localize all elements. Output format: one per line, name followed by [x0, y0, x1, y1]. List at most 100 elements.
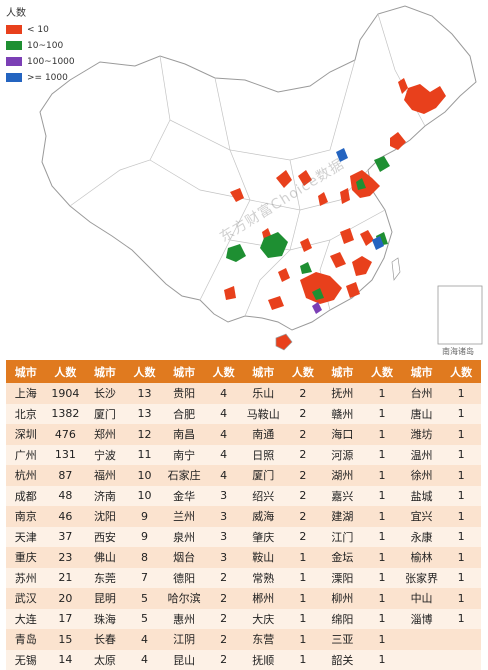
- count-cell: 1: [441, 527, 481, 548]
- city-cell: 宜兴: [402, 506, 442, 527]
- city-cell: 惠州: [164, 609, 204, 630]
- column-header: 人数: [283, 360, 323, 383]
- column-header: 城市: [164, 360, 204, 383]
- count-cell: 2: [204, 588, 244, 609]
- city-cell: 鞍山: [243, 547, 283, 568]
- count-cell: 2: [283, 465, 323, 486]
- count-cell: 20: [46, 588, 86, 609]
- column-header: 人数: [441, 360, 481, 383]
- count-cell: 5: [125, 588, 165, 609]
- city-cell: 天津: [6, 527, 46, 548]
- city-cell: 常熟: [243, 568, 283, 589]
- count-cell: 46: [46, 506, 86, 527]
- city-cell: 杭州: [6, 465, 46, 486]
- city-cell: 昆明: [85, 588, 125, 609]
- city-cell: 河源: [323, 445, 363, 466]
- count-cell: 7: [125, 568, 165, 589]
- count-cell: 1: [441, 383, 481, 404]
- count-cell: 4: [125, 629, 165, 650]
- legend-item-10-100: 10~100: [6, 39, 75, 52]
- city-cell: 厦门: [85, 404, 125, 425]
- count-cell: 4: [204, 404, 244, 425]
- city-cell: 武汉: [6, 588, 46, 609]
- legend-item-lt10: < 10: [6, 23, 75, 36]
- city-cell: 海口: [323, 424, 363, 445]
- count-cell: 3: [204, 547, 244, 568]
- city-cell: 青岛: [6, 629, 46, 650]
- city-cell: 郴州: [243, 588, 283, 609]
- city-cell: 三亚: [323, 629, 363, 650]
- legend-swatch-gte1000: [6, 73, 22, 82]
- count-cell: 1: [362, 609, 402, 630]
- city-cell: 绍兴: [243, 486, 283, 507]
- column-header: 人数: [362, 360, 402, 383]
- count-cell: 1: [441, 609, 481, 630]
- city-cell: 绵阳: [323, 609, 363, 630]
- city-cell: 长沙: [85, 383, 125, 404]
- city-cell: 威海: [243, 506, 283, 527]
- city-cell: 济南: [85, 486, 125, 507]
- city-cell: 马鞍山: [243, 404, 283, 425]
- count-cell: 11: [125, 445, 165, 466]
- city-cell: 成都: [6, 486, 46, 507]
- count-cell: 1: [362, 506, 402, 527]
- count-cell: 1: [441, 506, 481, 527]
- city-cell: 东营: [243, 629, 283, 650]
- count-cell: 1: [441, 568, 481, 589]
- south-sea-islands-label: 南海诸岛: [442, 346, 474, 357]
- country-outline: [40, 6, 476, 330]
- count-cell: 2: [204, 609, 244, 630]
- city-cell: 赣州: [323, 404, 363, 425]
- city-cell: [402, 629, 442, 650]
- city-cell: 德阳: [164, 568, 204, 589]
- count-cell: 1: [362, 445, 402, 466]
- city-cell: 金坛: [323, 547, 363, 568]
- city-cell: 烟台: [164, 547, 204, 568]
- city-cell: 湖州: [323, 465, 363, 486]
- city-cell: 唐山: [402, 404, 442, 425]
- column-header: 人数: [46, 360, 86, 383]
- city-cell: 乐山: [243, 383, 283, 404]
- count-cell: 23: [46, 547, 86, 568]
- city-cell: 深圳: [6, 424, 46, 445]
- city-cell: 江门: [323, 527, 363, 548]
- city-cell: 宁波: [85, 445, 125, 466]
- china-map: 人数 < 10 10~100 100~1000 >= 1000 东方财富Choi…: [0, 0, 488, 358]
- count-cell: 2: [283, 404, 323, 425]
- count-cell: 13: [125, 404, 165, 425]
- count-cell: 37: [46, 527, 86, 548]
- count-cell: 2: [283, 445, 323, 466]
- city-cell: 溧阳: [323, 568, 363, 589]
- count-cell: 13: [125, 383, 165, 404]
- taiwan-island: [392, 258, 400, 280]
- count-cell: 10: [125, 486, 165, 507]
- count-cell: 10: [125, 465, 165, 486]
- count-cell: 1: [362, 629, 402, 650]
- map-legend: 人数 < 10 10~100 100~1000 >= 1000: [6, 4, 75, 87]
- city-cell: 大庆: [243, 609, 283, 630]
- count-cell: 3: [204, 486, 244, 507]
- city-cell: 沈阳: [85, 506, 125, 527]
- count-cell: 4: [204, 445, 244, 466]
- city-cell: 肇庆: [243, 527, 283, 548]
- count-cell: 1: [362, 383, 402, 404]
- count-cell: 2: [204, 568, 244, 589]
- city-cell: 抚州: [323, 383, 363, 404]
- legend-swatch-100-1000: [6, 57, 22, 66]
- count-cell: 3: [204, 527, 244, 548]
- city-cell: 合肥: [164, 404, 204, 425]
- city-cell: 永康: [402, 527, 442, 548]
- count-cell: 1: [441, 547, 481, 568]
- city-cell: 台州: [402, 383, 442, 404]
- count-cell: 5: [125, 609, 165, 630]
